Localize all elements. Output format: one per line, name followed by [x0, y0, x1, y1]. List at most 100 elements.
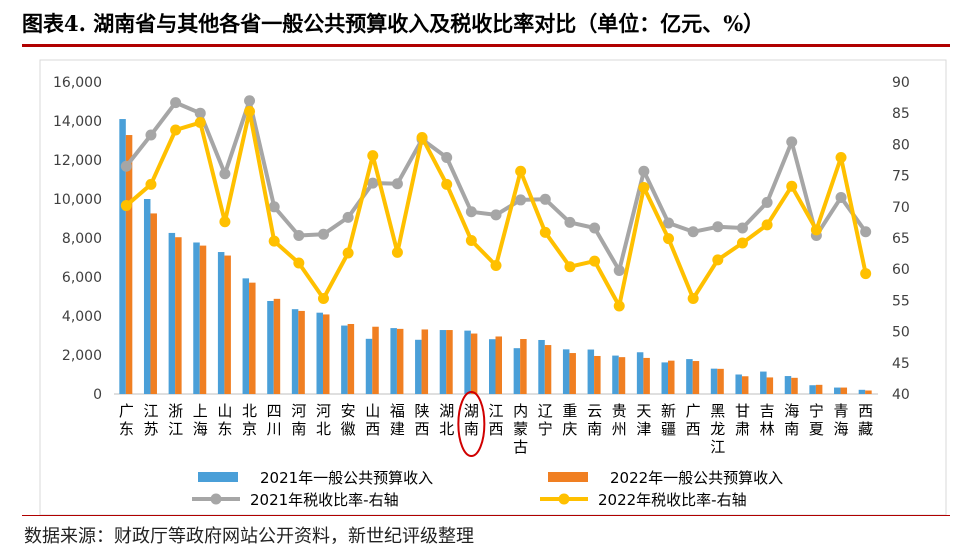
bar-2022 [840, 387, 848, 394]
legend-label: 2021年税收比率-右轴 [250, 491, 399, 509]
point-tax-2021 [317, 228, 329, 240]
left-tick-label: 6,000 [62, 270, 102, 286]
title-rule [22, 44, 950, 47]
category-label: 四川 [267, 402, 282, 438]
category-label: 重庆 [562, 402, 577, 438]
legend-swatch [198, 472, 238, 482]
category-label: 山东 [217, 402, 232, 438]
right-tick-label: 55 [892, 293, 910, 309]
point-tax-2022 [367, 150, 379, 162]
line-tax-2021 [124, 98, 868, 273]
bar-2022 [372, 326, 379, 394]
point-tax-2022 [268, 235, 280, 247]
bar-2021 [513, 348, 521, 394]
legend-label: 2022年税收比率-右轴 [598, 491, 747, 509]
bar-2022 [249, 282, 256, 394]
category-label: 吉林 [760, 402, 775, 438]
legend-label: 2022年一般公共预算收入 [610, 469, 783, 487]
bar-2021 [316, 312, 323, 394]
category-label: 宁夏 [809, 402, 824, 438]
category-label: 福建 [390, 402, 405, 438]
bar-2022 [692, 361, 700, 394]
point-tax-2022 [539, 226, 551, 238]
point-tax-2021 [441, 152, 453, 164]
bar-2022 [347, 323, 355, 394]
point-tax-2022 [244, 105, 256, 117]
bar-2021 [760, 371, 767, 394]
bar-2021 [636, 352, 644, 394]
left-tick-label: 12,000 [53, 153, 102, 169]
right-tick-label: 70 [892, 200, 910, 216]
point-tax-2022 [638, 181, 650, 193]
point-tax-2022 [761, 219, 773, 231]
category-label: 海南 [784, 402, 799, 438]
point-tax-2021 [490, 209, 502, 221]
point-tax-2022 [490, 259, 502, 271]
right-tick-label: 65 [892, 231, 910, 247]
point-tax-2021 [539, 193, 551, 205]
bar-2022 [618, 357, 626, 394]
point-tax-2021 [736, 222, 748, 234]
bar-2021 [562, 349, 570, 394]
bar-2021 [538, 339, 545, 394]
point-tax-2022 [342, 247, 354, 259]
category-label: 内蒙古 [513, 402, 528, 456]
point-tax-2021 [170, 97, 182, 109]
bar-2021 [489, 339, 496, 394]
point-tax-2022 [835, 152, 847, 164]
point-tax-2021 [564, 216, 576, 228]
point-tax-2021 [268, 201, 280, 213]
bar-2021 [341, 325, 348, 394]
point-tax-2022 [736, 237, 748, 249]
bar-2022 [569, 353, 576, 394]
left-axis: 0 2,000 4,000 6,000 8,000 10,000 12,000 14,000 1… [53, 75, 102, 403]
bar-2021 [415, 339, 422, 394]
bar-2021 [119, 119, 126, 395]
bar-2022 [446, 330, 453, 394]
point-tax-2021 [145, 129, 157, 141]
category-label: 山西 [365, 402, 380, 438]
bar-2021 [858, 389, 866, 394]
point-tax-2021 [786, 136, 798, 148]
point-tax-2022 [416, 132, 428, 144]
bar-2021 [168, 232, 176, 394]
bar-2022 [224, 255, 231, 394]
bar-2022 [865, 390, 872, 394]
legend-label: 2021年一般公共预算收入 [260, 469, 433, 487]
category-label: 甘肃 [735, 402, 750, 438]
left-tick-label: 2,000 [62, 348, 102, 364]
highlight-ellipse [457, 391, 486, 457]
bar-2021 [809, 385, 816, 394]
right-tick-label: 85 [892, 106, 910, 122]
page-title: 图表4. 湖南省与其他各省一般公共预算收入及税收比率对比（单位：亿元、%） [22, 11, 765, 36]
category-label: 上海 [193, 402, 208, 438]
point-tax-2021 [342, 211, 354, 223]
category-label: 青海 [834, 402, 849, 438]
category-label: 北京 [242, 402, 257, 438]
bar-2021 [439, 330, 447, 394]
bar-series [119, 119, 872, 395]
bar-2022 [717, 368, 724, 394]
left-tick-label: 4,000 [62, 309, 102, 325]
bar-2021 [735, 374, 742, 394]
bar-2021 [193, 242, 200, 394]
bar-2022 [322, 314, 330, 394]
category-label: 辽宁 [538, 402, 553, 438]
right-tick-label: 45 [892, 356, 910, 372]
point-tax-2022 [786, 180, 798, 192]
category-label: 云南 [587, 402, 602, 438]
point-tax-2021 [638, 165, 650, 177]
right-tick-label: 75 [892, 169, 910, 185]
left-tick-label: 8,000 [62, 231, 102, 247]
point-tax-2022 [810, 224, 822, 236]
category-label: 江苏 [143, 402, 158, 438]
bar-2022 [199, 245, 207, 394]
chart: 0 2,000 4,000 6,000 8,000 10,000 12,000 14,000 1… [39, 59, 947, 516]
bar-2022 [791, 377, 798, 394]
category-label: 广东 [119, 402, 134, 438]
highlight-ellipse-mark [457, 391, 486, 457]
bar-2021 [784, 376, 792, 394]
point-tax-2022 [712, 254, 724, 266]
bar-2021 [242, 278, 250, 394]
point-tax-2021 [835, 191, 847, 203]
